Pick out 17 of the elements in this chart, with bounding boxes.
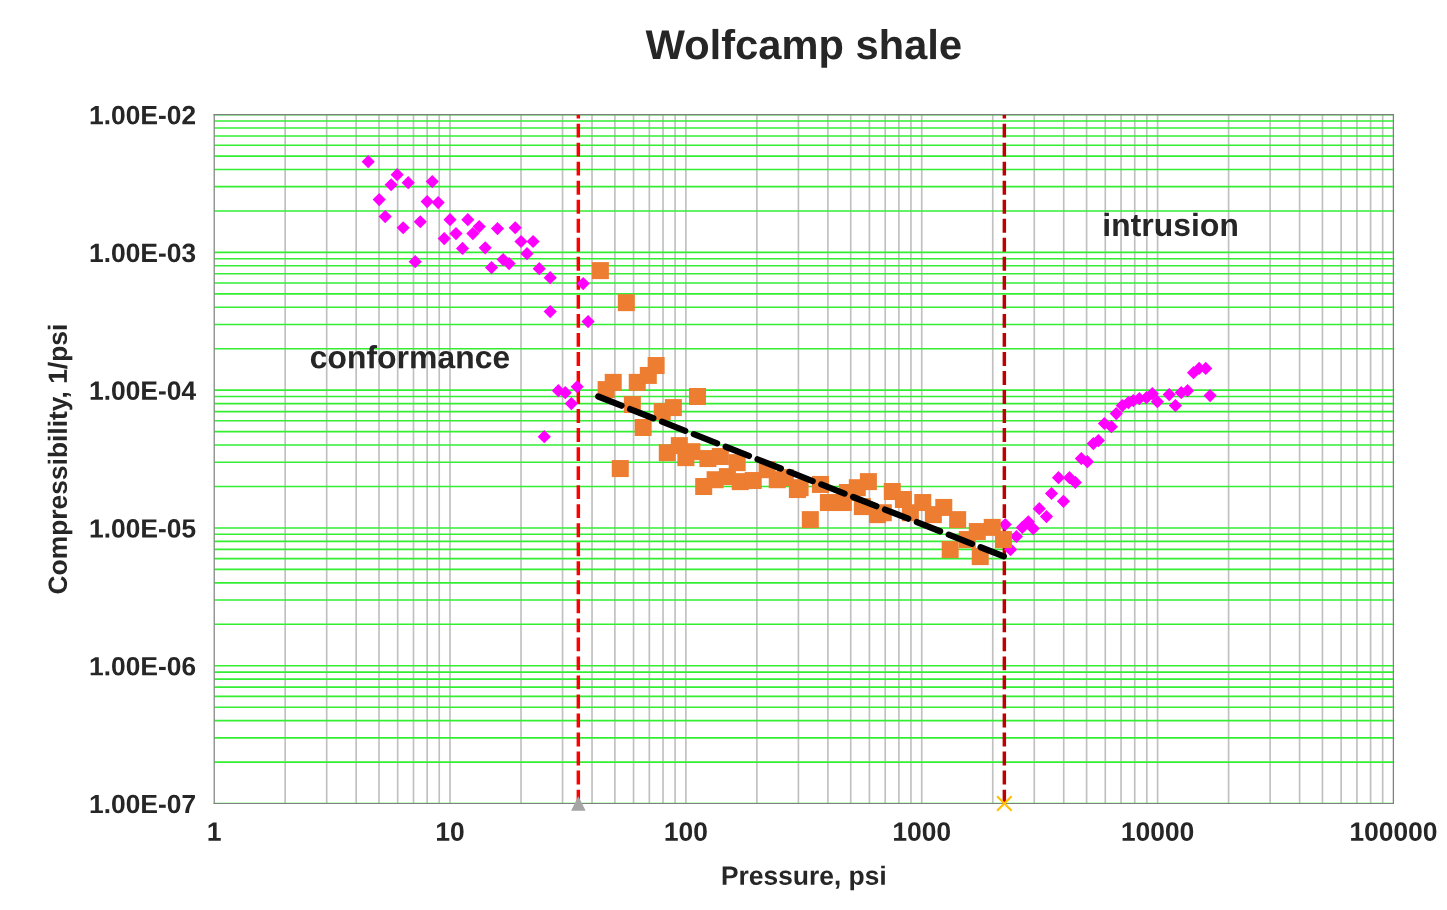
y-tick-label: 1.00E-02 bbox=[90, 105, 196, 125]
x-tick-label: 100000 bbox=[1351, 822, 1437, 841]
y-tick-label: 1.00E-07 bbox=[90, 794, 195, 814]
annotation: intrusion bbox=[1104, 212, 1237, 237]
y-tick-label: 1.00E-05 bbox=[90, 519, 196, 538]
x-tick-label: 10 bbox=[437, 822, 464, 841]
x-axis-title: Pressure, psi bbox=[722, 865, 885, 891]
x-tick-label: 100 bbox=[665, 822, 707, 841]
x-tick-label: 1000 bbox=[894, 822, 951, 841]
y-tick-label: 1.00E-06 bbox=[90, 656, 196, 676]
y-tick-label: 1.00E-03 bbox=[90, 243, 196, 263]
chart-title: Wolfcamp shale bbox=[645, 28, 961, 68]
y-tick-label: 1.00E-04 bbox=[90, 381, 196, 401]
y-axis-title: Compressibility, 1/psi bbox=[47, 325, 73, 594]
annotation: conformance bbox=[310, 345, 510, 369]
x-tick-label: 10000 bbox=[1122, 822, 1194, 841]
x-tick-label: 1 bbox=[208, 822, 221, 841]
